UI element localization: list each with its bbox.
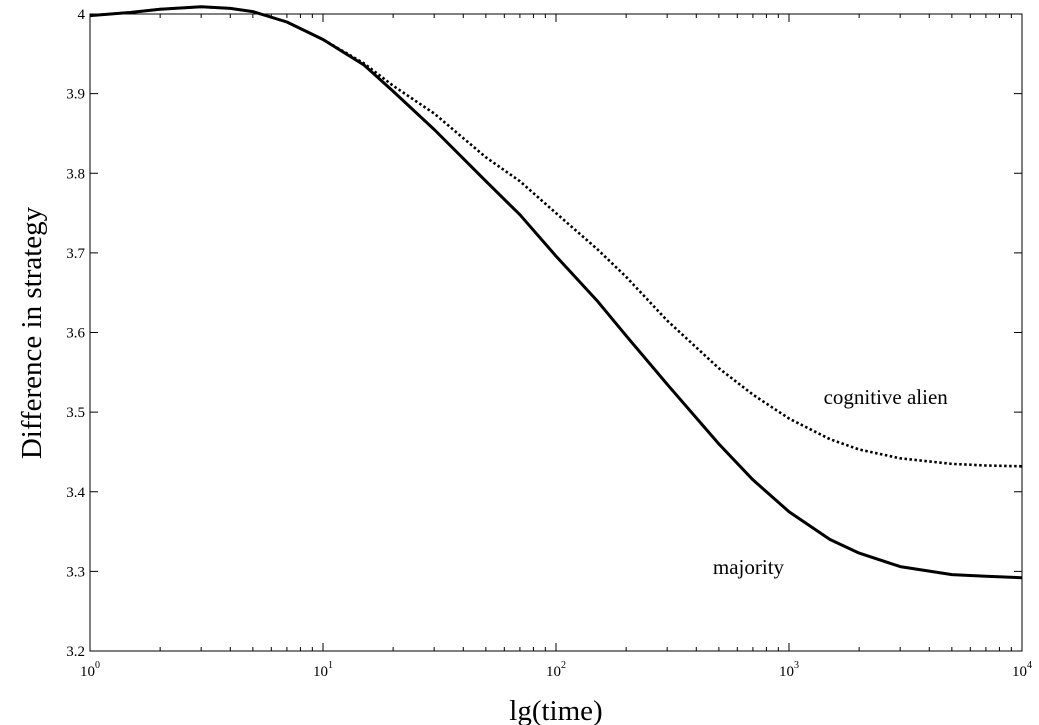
x-tick-label-base: 10 <box>80 664 95 680</box>
y-axis-title: Difference in strategy <box>16 206 48 459</box>
annotations: cognitive alien majority <box>713 385 948 579</box>
y-tick-label: 3.2 <box>66 644 85 660</box>
x-axis: 100 101 102 103 104 <box>80 14 1032 680</box>
annotation-cognitive-alien: cognitive alien <box>824 385 949 409</box>
series-line-cognitive-alien <box>89 5 1023 468</box>
x-tick-label-exponent: 2 <box>561 660 566 671</box>
y-tick-label: 3.4 <box>66 485 85 501</box>
x-tick-label-exponent: 3 <box>794 660 799 671</box>
y-tick-label: 4 <box>78 7 86 23</box>
x-tick-label-base: 10 <box>313 664 328 680</box>
y-axis: 3.2 3.3 3.4 3.5 3.6 3.7 3.8 3.9 4 <box>66 7 1022 660</box>
x-tick-label: 104 <box>1012 660 1032 680</box>
x-tick-label-base: 10 <box>1012 664 1027 680</box>
x-tick-label-base: 10 <box>779 664 794 680</box>
series-layer <box>89 5 1023 580</box>
plot-frame <box>89 13 1023 652</box>
x-tick-label: 103 <box>779 660 799 680</box>
x-tick-label: 102 <box>546 660 566 680</box>
x-tick-label-exponent: 1 <box>328 660 333 671</box>
x-axis-title: lg(time) <box>509 695 602 725</box>
y-tick-label: 3.6 <box>66 326 85 342</box>
y-tick-label: 3.3 <box>66 564 85 580</box>
y-tick-label: 3.7 <box>66 246 85 262</box>
y-tick-label: 3.5 <box>66 405 85 421</box>
x-tick-label-base: 10 <box>546 664 561 680</box>
x-tick-label-exponent: 0 <box>95 660 100 671</box>
y-tick-label: 3.9 <box>66 87 85 103</box>
y-tick-label: 3.8 <box>66 166 85 182</box>
annotation-majority: majority <box>713 555 785 579</box>
x-tick-label-exponent: 4 <box>1027 660 1032 671</box>
x-tick-label: 100 <box>80 660 100 680</box>
x-tick-label: 101 <box>313 660 333 680</box>
plot-area <box>89 13 1023 652</box>
series-line-majority <box>89 5 1023 580</box>
